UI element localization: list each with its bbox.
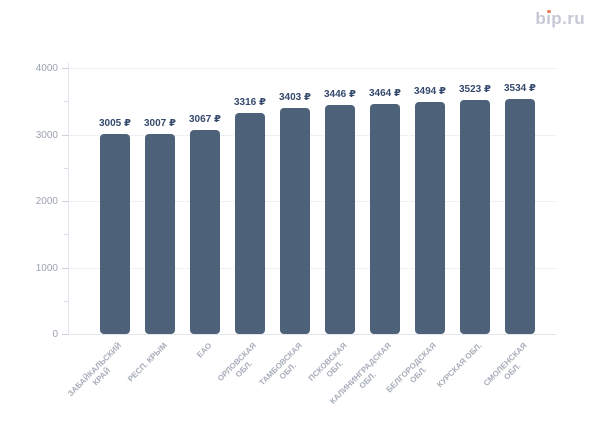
bar-3[interactable] [190, 130, 220, 334]
logo-i-dot [546, 9, 551, 14]
value-label-3: 3067 ₽ [189, 114, 221, 126]
value-label-8: 3494 ₽ [414, 85, 446, 97]
x-axis-label-2: РЕСП. КРЫМ [125, 341, 169, 384]
y-major-tick-0 [62, 334, 68, 335]
y-minor-tick-2500 [64, 167, 68, 169]
y-major-tick-2000 [62, 201, 68, 202]
value-label-10: 3534 ₽ [504, 82, 536, 94]
y-axis-line [68, 63, 69, 334]
gridline-3000 [68, 134, 556, 136]
bar-9[interactable] [460, 99, 490, 334]
y-minor-tick-500 [64, 300, 68, 302]
bar-8[interactable] [415, 101, 445, 334]
value-label-2: 3007 ₽ [144, 118, 176, 130]
gridline-1000 [68, 267, 556, 269]
bar-10[interactable] [505, 98, 535, 334]
value-label-6: 3446 ₽ [324, 88, 356, 100]
x-axis-label-4: ОРЛОВСКАЯ ОБЛ. [216, 341, 259, 384]
y-axis-label-0: 0 [52, 329, 58, 340]
y-major-tick-4000 [62, 68, 68, 69]
x-axis-label-9: КУРСКАЯ ОБЛ. [435, 341, 484, 390]
value-label-7: 3464 ₽ [369, 87, 401, 99]
y-axis-label-3000: 3000 [35, 129, 58, 141]
y-axis-label-1000: 1000 [35, 262, 58, 274]
x-axis-label-1: ЗАБАЙКАЛЬСКИЙ КРАЙ [66, 341, 124, 399]
y-axis-label-4000: 4000 [35, 63, 58, 74]
x-axis-label-10: СМОЛЕНСКАЯ ОБЛ. [481, 341, 529, 388]
bar-4[interactable] [235, 113, 265, 334]
bar-5[interactable] [280, 107, 310, 334]
y-minor-tick-3500 [64, 101, 68, 103]
bar-7[interactable] [370, 103, 400, 334]
value-label-1: 3005 ₽ [99, 118, 131, 130]
y-minor-tick-1500 [64, 234, 68, 236]
bip-ru-logo[interactable]: bı p.ru [535, 9, 585, 28]
bar-2[interactable] [145, 134, 175, 334]
value-label-5: 3403 ₽ [279, 91, 311, 103]
gridline-4000 [68, 68, 556, 69]
x-axis-label-3: ЕАО [194, 341, 214, 360]
x-axis-label-5: ТАМБОВСКАЯ ОБЛ. [257, 341, 304, 388]
y-major-tick-1000 [62, 267, 68, 269]
gridline-2000 [68, 201, 556, 202]
x-axis-line [68, 334, 556, 335]
value-label-9: 3523 ₽ [459, 83, 491, 95]
value-label-4: 3316 ₽ [234, 97, 266, 109]
y-axis-label-2000: 2000 [35, 196, 58, 207]
bar-6[interactable] [325, 104, 355, 334]
y-major-tick-3000 [62, 134, 68, 136]
bar-1[interactable] [100, 134, 130, 334]
